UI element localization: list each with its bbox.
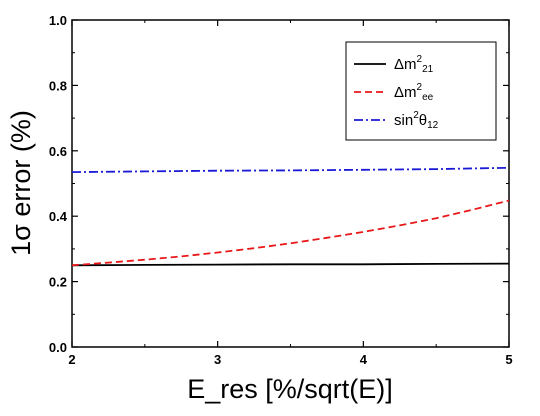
axis-ticks bbox=[71, 19, 510, 348]
legend-label: Δm221 bbox=[394, 54, 434, 75]
legend: Δm221 Δm2ee sin2θ12 bbox=[345, 41, 497, 141]
legend-label: sin2θ12 bbox=[394, 110, 439, 131]
legend-label: Δm2ee bbox=[394, 82, 434, 103]
y-axis-title: 1σ error (%) bbox=[6, 110, 36, 256]
legend-box bbox=[345, 41, 497, 141]
x-tick-label: 4 bbox=[360, 352, 368, 367]
y-tick-label: 0.6 bbox=[49, 144, 67, 159]
tick-labels: 2 3 4 5 0.0 0.2 0.4 0.6 0.8 1.0 bbox=[49, 13, 513, 367]
series-line-2 bbox=[71, 166, 510, 173]
series-line-0 bbox=[71, 262, 510, 267]
series-line-1 bbox=[71, 199, 510, 267]
x-axis-title: E_res [%/sqrt(E)] bbox=[187, 374, 393, 404]
y-tick-label: 0.4 bbox=[49, 209, 68, 224]
y-tick-label: 0.0 bbox=[49, 340, 67, 355]
y-tick-label: 1.0 bbox=[49, 13, 67, 28]
y-tick-label: 0.2 bbox=[49, 275, 67, 290]
x-tick-label: 5 bbox=[505, 352, 512, 367]
series-lines bbox=[71, 166, 510, 267]
x-tick-label: 3 bbox=[214, 352, 221, 367]
x-tick-label: 2 bbox=[68, 352, 75, 367]
y-tick-label: 0.8 bbox=[49, 78, 67, 93]
